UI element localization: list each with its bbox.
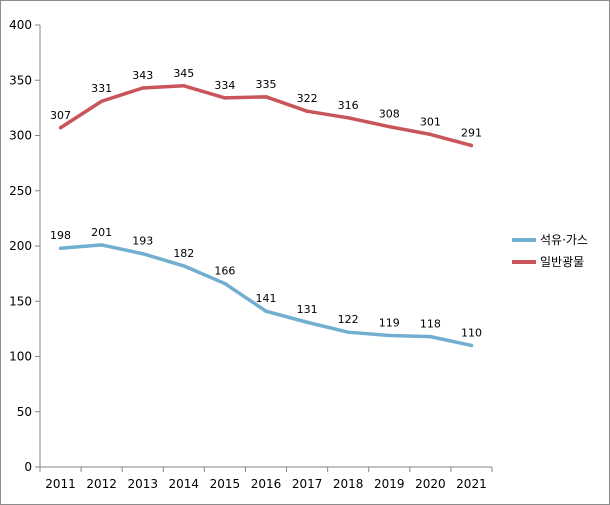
data-point <box>58 126 63 130</box>
data-point <box>99 99 104 103</box>
data-point <box>305 320 309 324</box>
data-label: 307 <box>50 109 71 122</box>
data-label: 141 <box>256 292 277 305</box>
data-point <box>182 264 186 268</box>
axes: 0 50 100 150 200 250 300 350 400 2011 2012 2013 2014… <box>9 18 493 491</box>
data-label: 201 <box>91 226 112 239</box>
y-tick-label: 0 <box>24 460 32 474</box>
data-point <box>346 116 350 120</box>
data-label: 110 <box>461 326 482 339</box>
data-label: 335 <box>256 78 277 91</box>
data-label: 331 <box>91 82 112 95</box>
data-label: 308 <box>379 108 400 121</box>
y-tick-label: 300 <box>9 129 32 143</box>
data-label: 166 <box>214 265 235 278</box>
data-labels: 198 201 193 182 166 141 131 122 119 118 110 307 331 3… <box>50 67 482 340</box>
data-point <box>428 132 433 137</box>
x-tick-label: 2015 <box>210 477 241 491</box>
data-label: 345 <box>173 67 194 80</box>
data-point <box>223 281 227 286</box>
data-point <box>305 109 309 113</box>
data-point <box>182 84 186 88</box>
legend-label: 일반광물 <box>540 255 584 269</box>
data-label: 322 <box>297 92 318 105</box>
data-point <box>223 96 227 100</box>
x-tick-label: 2018 <box>333 477 364 491</box>
series-lines <box>58 84 474 348</box>
x-tick-label: 2013 <box>127 477 158 491</box>
data-point <box>140 251 145 256</box>
data-point <box>428 334 433 339</box>
data-point <box>140 86 145 90</box>
y-tick-label: 200 <box>9 239 32 253</box>
y-tick-label: 100 <box>9 350 32 364</box>
data-point <box>264 95 268 99</box>
y-tick-label: 350 <box>9 73 32 87</box>
data-point <box>387 333 392 338</box>
x-tick-label: 2012 <box>86 477 117 491</box>
y-tick-label: 150 <box>9 294 32 308</box>
y-tick-label: 250 <box>9 184 32 198</box>
data-label: 131 <box>297 303 318 316</box>
x-tick-label: 2021 <box>456 477 487 491</box>
x-tick-label: 2019 <box>374 477 405 491</box>
y-tick-label: 400 <box>9 18 32 32</box>
data-label: 291 <box>461 126 482 139</box>
data-label: 118 <box>420 318 441 331</box>
data-point <box>99 243 104 247</box>
data-point <box>58 246 63 250</box>
data-point <box>346 330 350 334</box>
data-label: 122 <box>338 313 359 326</box>
data-point <box>469 343 474 348</box>
data-label: 343 <box>132 69 153 82</box>
data-point <box>264 309 268 313</box>
data-label: 198 <box>50 229 71 242</box>
data-label: 316 <box>338 99 359 112</box>
data-label: 193 <box>132 235 153 248</box>
x-tick-label: 2020 <box>415 477 446 491</box>
data-label: 119 <box>379 317 400 330</box>
series-line-1 <box>59 84 472 148</box>
x-tick-label: 2017 <box>292 477 323 491</box>
y-tick-label: 50 <box>17 405 32 419</box>
data-point <box>469 143 474 148</box>
legend-label: 석유·가스 <box>540 233 588 247</box>
x-tick-label: 2016 <box>251 477 282 491</box>
data-label: 182 <box>173 247 194 260</box>
data-label: 301 <box>420 115 441 128</box>
x-tick-label: 2014 <box>169 477 200 491</box>
x-tick-label: 2011 <box>45 477 76 491</box>
data-point <box>387 124 392 129</box>
data-label: 334 <box>214 79 235 92</box>
